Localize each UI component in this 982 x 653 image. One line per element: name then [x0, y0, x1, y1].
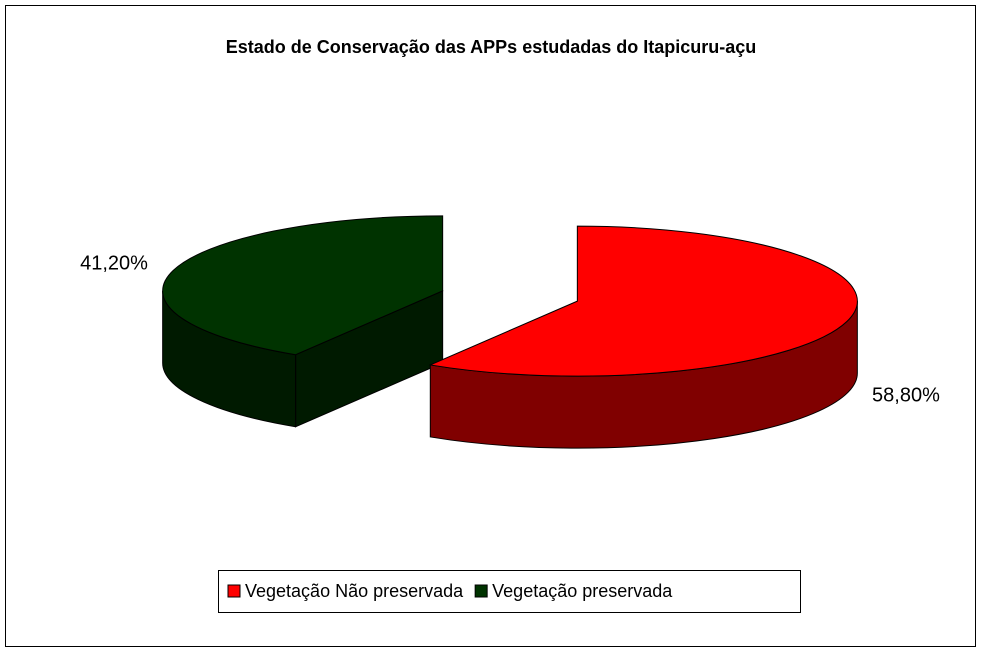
data-label: 58,80% — [872, 384, 940, 406]
pie: 41,20% 58,80% — [80, 215, 940, 449]
legend-box — [218, 570, 801, 613]
pie-tops — [162, 215, 858, 377]
legend-swatch — [227, 584, 241, 598]
legend-label: Vegetação Não preservada — [245, 581, 464, 601]
slice — [162, 215, 444, 356]
legend-swatch — [474, 584, 488, 598]
legend-label: Vegetação preservada — [492, 581, 673, 601]
slice — [428, 225, 858, 377]
data-label: 41,20% — [80, 253, 148, 275]
legend: Vegetação Não preservada Vegetação preser… — [227, 581, 673, 601]
pie-sides — [162, 290, 858, 449]
chart-title: Estado de Conservação das APPs estudadas… — [226, 37, 757, 57]
